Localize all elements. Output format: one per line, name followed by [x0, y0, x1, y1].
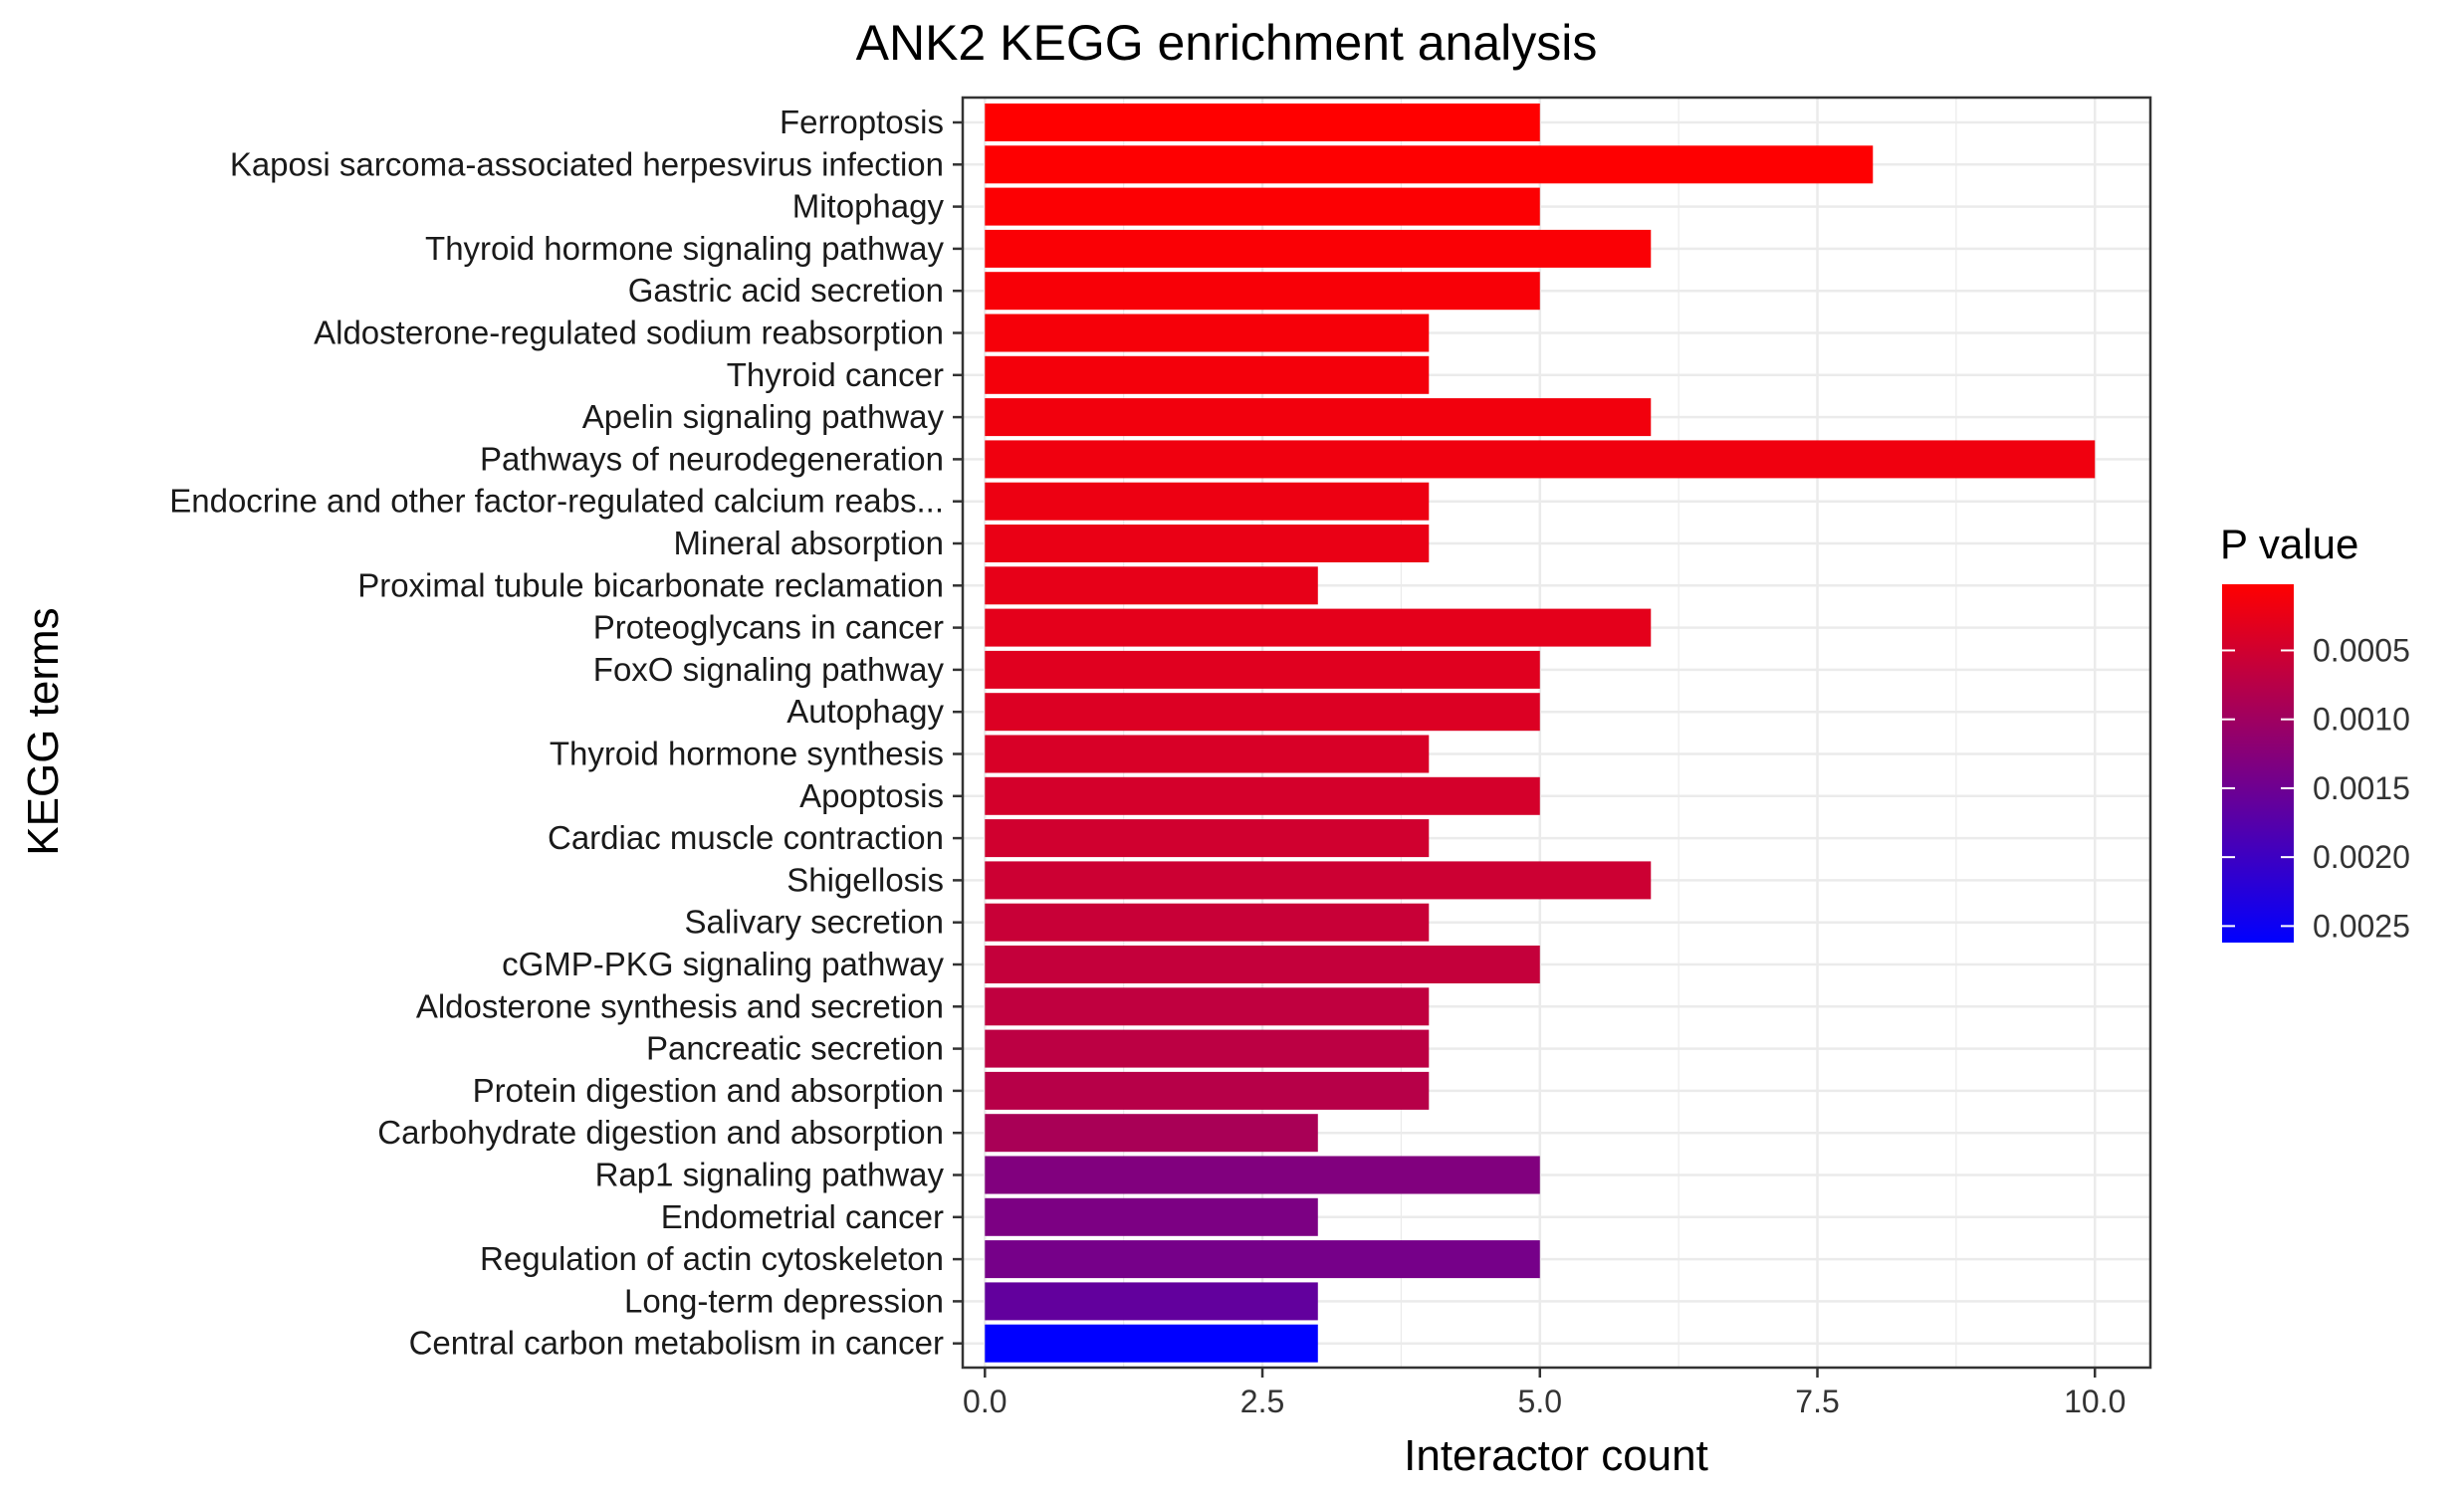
legend-tick-label: 0.0010	[2313, 702, 2410, 738]
bar	[985, 735, 1430, 773]
y-axis-label: KEGG terms	[19, 607, 68, 855]
legend-ticks: 0.0005 0.0010 0.0015 0.0020 0.0025	[2222, 632, 2410, 944]
chart-title: ANK2 KEGG enrichment analysis	[856, 15, 1598, 71]
bar	[985, 482, 1430, 521]
y-axis-categories: Ferroptosis Kaposi sarcoma-associated her…	[169, 104, 963, 1362]
category-label: Apoptosis	[799, 777, 944, 814]
category-label: Pathways of neurodegeneration	[480, 440, 944, 477]
category-label: Protein digestion and absorption	[473, 1072, 944, 1109]
x-tick-label: 2.5	[1240, 1384, 1284, 1419]
x-tick-label: 7.5	[1795, 1384, 1839, 1419]
legend-tick-label: 0.0005	[2313, 632, 2410, 668]
bar	[985, 903, 1430, 942]
bar	[985, 693, 1540, 732]
plot-border	[961, 96, 2152, 1370]
bar	[985, 1114, 1318, 1153]
bar	[985, 525, 1430, 562]
bar	[985, 1282, 1318, 1321]
bar	[985, 1197, 1318, 1236]
category-label: Aldosterone synthesis and secretion	[416, 987, 944, 1024]
category-label: Endocrine and other factor-regulated cal…	[169, 483, 944, 520]
bar	[985, 566, 1318, 605]
category-label: Autophagy	[786, 693, 944, 730]
category-label: Regulation of actin cytoskeleton	[480, 1240, 944, 1277]
bar	[985, 314, 1430, 352]
category-label: Aldosterone-regulated sodium reabsorptio…	[314, 315, 944, 351]
category-label: Proximal tubule bicarbonate reclamation	[357, 566, 944, 603]
bar	[985, 946, 1540, 983]
x-tick-label: 0.0	[963, 1384, 1007, 1419]
category-label: Cardiac muscle contraction	[548, 819, 944, 856]
bar	[985, 861, 1652, 900]
legend: P value 0.0005 0.0010 0.0015 0.0020 0.0025	[2220, 521, 2410, 944]
category-label: Thyroid cancer	[727, 356, 944, 393]
category-label: Thyroid hormone signaling pathway	[425, 230, 944, 267]
bar	[985, 1071, 1430, 1110]
x-axis-label: Interactor count	[1404, 1431, 1708, 1480]
category-label: Shigellosis	[786, 861, 944, 898]
bar	[985, 398, 1652, 437]
category-label: Central carbon metabolism in cancer	[409, 1325, 944, 1362]
legend-tick-label: 0.0015	[2313, 770, 2410, 806]
bar	[985, 1156, 1540, 1194]
category-label: Apelin signaling pathway	[582, 398, 945, 435]
x-tick-label: 10.0	[2064, 1384, 2126, 1419]
category-label: Long-term depression	[624, 1282, 944, 1319]
legend-tick-label: 0.0020	[2313, 839, 2410, 875]
bar	[985, 1029, 1430, 1068]
category-label: FoxO signaling pathway	[593, 651, 945, 688]
category-label: cGMP-PKG signaling pathway	[502, 946, 944, 982]
bar	[985, 104, 1540, 141]
bar	[985, 608, 1652, 647]
category-label: Salivary secretion	[685, 904, 944, 941]
bar	[985, 1240, 1540, 1279]
bar	[985, 650, 1540, 689]
category-label: Proteoglycans in cancer	[593, 609, 944, 646]
bar	[985, 1324, 1318, 1363]
x-tick-label: 5.0	[1518, 1384, 1562, 1419]
category-label: Thyroid hormone synthesis	[550, 736, 944, 772]
bar	[985, 272, 1540, 311]
legend-title: P value	[2220, 521, 2358, 567]
category-label: Mitophagy	[792, 188, 945, 225]
bar	[985, 187, 1540, 226]
bars	[985, 104, 2096, 1363]
bar	[985, 987, 1430, 1026]
category-label: Gastric acid secretion	[628, 272, 944, 309]
bar	[985, 145, 1874, 184]
x-axis-ticks: 0.0 2.5 5.0 7.5 10.0	[963, 1368, 2126, 1419]
category-label: Carbohydrate digestion and absorption	[377, 1114, 944, 1151]
bar	[985, 355, 1430, 394]
bar	[985, 229, 1652, 268]
category-label: Ferroptosis	[780, 104, 944, 140]
bar	[985, 819, 1430, 858]
category-label: Kaposi sarcoma-associated herpesvirus in…	[230, 145, 944, 182]
category-label: Rap1 signaling pathway	[595, 1157, 945, 1193]
legend-tick-label: 0.0025	[2313, 908, 2410, 944]
bar	[985, 776, 1540, 815]
category-label: Endometrial cancer	[661, 1198, 944, 1235]
category-label: Mineral absorption	[674, 525, 944, 561]
legend-colorbar	[2222, 584, 2294, 943]
category-label: Pancreatic secretion	[646, 1030, 944, 1067]
bar	[985, 440, 2096, 479]
